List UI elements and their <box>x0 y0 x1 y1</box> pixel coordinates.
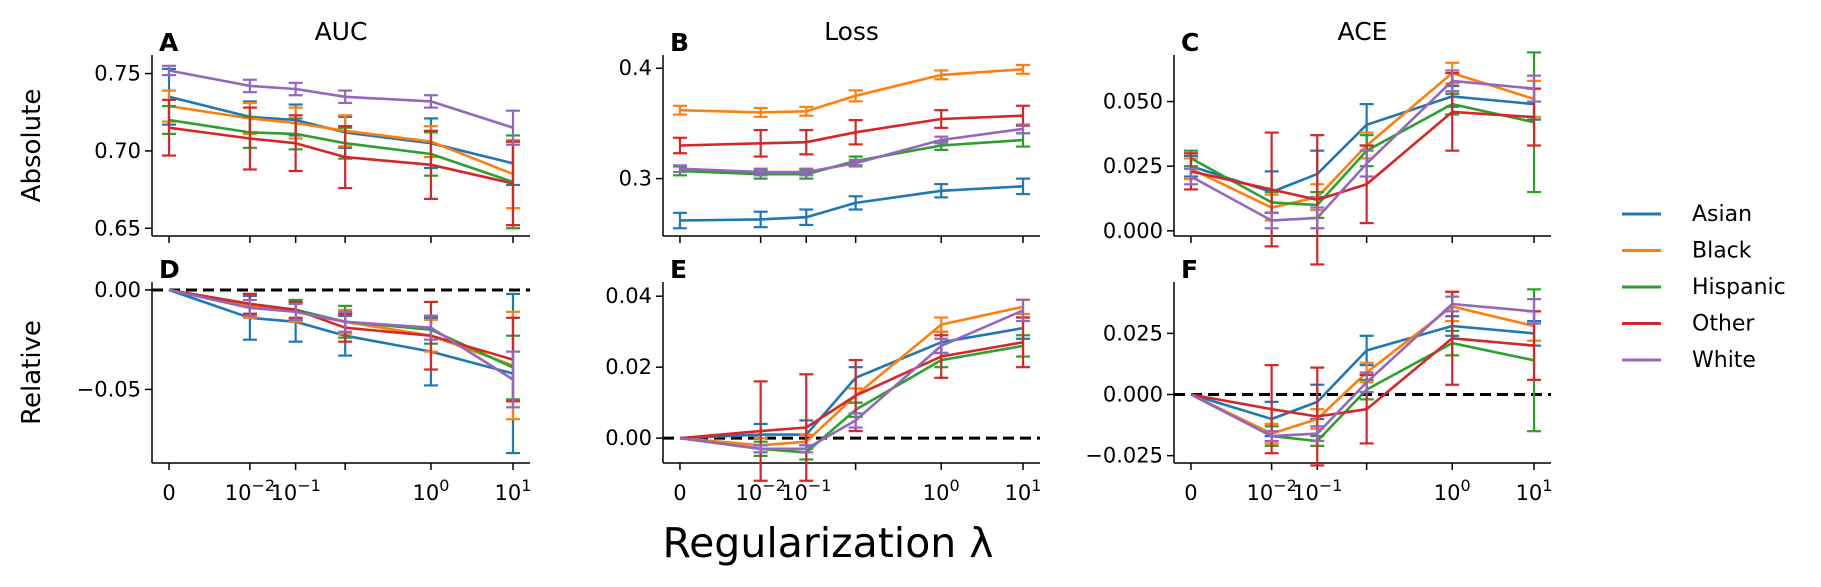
series-line <box>168 118 514 184</box>
series-line <box>679 114 1024 147</box>
legend-entry-black: Black <box>1622 239 1752 264</box>
series-hispanic <box>162 104 520 230</box>
series-line <box>168 288 514 381</box>
series-line <box>168 288 514 375</box>
series-black <box>1183 61 1542 222</box>
x-tick-label: 10−2 <box>1246 476 1296 505</box>
legend-label: Black <box>1692 239 1752 264</box>
legend-label: Asian <box>1692 202 1752 227</box>
x-tick-label: 101 <box>1516 476 1553 505</box>
y-tick-label: 0.02 <box>605 355 652 379</box>
series-hispanic <box>1183 51 1542 219</box>
series-line <box>1190 336 1535 418</box>
legend-entry-hispanic: Hispanic <box>1622 275 1786 300</box>
legend: Asian Black Hispanic Other White <box>1622 202 1786 373</box>
series-line <box>168 104 514 176</box>
y-tick-label: 0.65 <box>94 216 141 240</box>
row-label: Relative <box>17 320 47 425</box>
series-line <box>679 127 1024 174</box>
x-tick-label: 101 <box>495 476 532 505</box>
x-tick-label: 10−2 <box>225 476 275 505</box>
row-label: Absolute <box>17 89 47 203</box>
series-line <box>679 305 1024 447</box>
series-line <box>168 288 514 361</box>
column-title: Loss <box>824 17 879 46</box>
series-line <box>1190 79 1535 222</box>
series-line <box>679 341 1024 440</box>
y-tick-label: −0.025 <box>1085 444 1163 468</box>
series-line <box>1190 102 1535 207</box>
series-line <box>679 185 1024 222</box>
x-tick-label: 0 <box>1184 481 1197 505</box>
panel-f: −0.025 0.000 0.025 0 10−210−1 100 101 F <box>1085 255 1552 505</box>
series-other <box>162 98 520 227</box>
panel-b: 0.3 0.4 B Loss <box>619 17 1040 243</box>
series-line <box>168 69 514 129</box>
legend-label: Other <box>1692 312 1755 337</box>
legend-entry-asian: Asian <box>1622 202 1752 227</box>
x-tick-label: 10−1 <box>1292 476 1342 505</box>
legend-entry-white: White <box>1622 348 1756 373</box>
y-tick-label: 0.000 <box>1103 219 1163 243</box>
series-line <box>679 309 1024 451</box>
series-line <box>679 68 1024 114</box>
series-line <box>1190 324 1535 421</box>
series-line <box>1190 71 1535 209</box>
series-black <box>672 63 1031 118</box>
panel-letter: C <box>1181 28 1199 57</box>
x-tick-label: 100 <box>1434 476 1471 505</box>
series-line <box>1190 305 1535 435</box>
y-tick-label: 0.050 <box>1103 90 1163 114</box>
x-tick-label: 100 <box>923 476 960 505</box>
panel-d: 0.00 −0.05 0 10−210−1 100 101 D Relative <box>17 255 531 505</box>
y-tick-label: 0.025 <box>1103 321 1163 345</box>
series-white <box>1183 69 1542 230</box>
series-white <box>168 288 520 409</box>
legend-label: White <box>1692 348 1756 373</box>
y-tick-label: 0.00 <box>605 426 652 450</box>
panel-a: 0.65 0.70 0.75 A AUC Absolute <box>17 17 530 243</box>
y-tick-label: 0.75 <box>94 62 141 86</box>
series-line <box>1190 302 1535 438</box>
panel-letter: D <box>159 255 180 284</box>
x-tick-label: 0 <box>162 481 175 505</box>
x-axis-title: Regularization λ <box>662 519 993 567</box>
y-tick-label: 0.4 <box>619 56 652 80</box>
y-tick-label: 0.70 <box>94 139 141 163</box>
series-line <box>168 126 514 185</box>
y-tick-label: 0.04 <box>605 284 652 308</box>
column-title: ACE <box>1338 17 1388 46</box>
panel-letter: A <box>159 28 179 57</box>
x-tick-label: 100 <box>413 476 450 505</box>
legend-label: Hispanic <box>1692 275 1786 300</box>
series-white <box>1190 295 1542 443</box>
y-tick-label: −0.05 <box>77 377 141 401</box>
panel-c: 0.000 0.025 0.050 C ACE <box>1103 17 1551 266</box>
y-tick-label: 0.00 <box>94 278 141 302</box>
panel-letter: B <box>670 28 689 57</box>
x-tick-label: 10−1 <box>270 476 320 505</box>
series-white <box>162 64 520 146</box>
column-title: AUC <box>315 17 368 46</box>
y-tick-label: 0.025 <box>1103 154 1163 178</box>
series-other <box>679 316 1031 482</box>
series-other <box>672 104 1031 158</box>
series-white <box>679 298 1031 454</box>
panel-letter: F <box>1181 255 1198 284</box>
y-tick-label: 0.3 <box>619 167 652 191</box>
x-tick-label: 0 <box>673 481 686 505</box>
legend-entry-other: Other <box>1622 312 1755 337</box>
series-asian <box>672 177 1031 230</box>
series-white <box>672 123 1031 177</box>
x-tick-label: 101 <box>1005 476 1042 505</box>
panel-letter: E <box>670 255 687 284</box>
y-tick-label: 0.000 <box>1103 383 1163 407</box>
